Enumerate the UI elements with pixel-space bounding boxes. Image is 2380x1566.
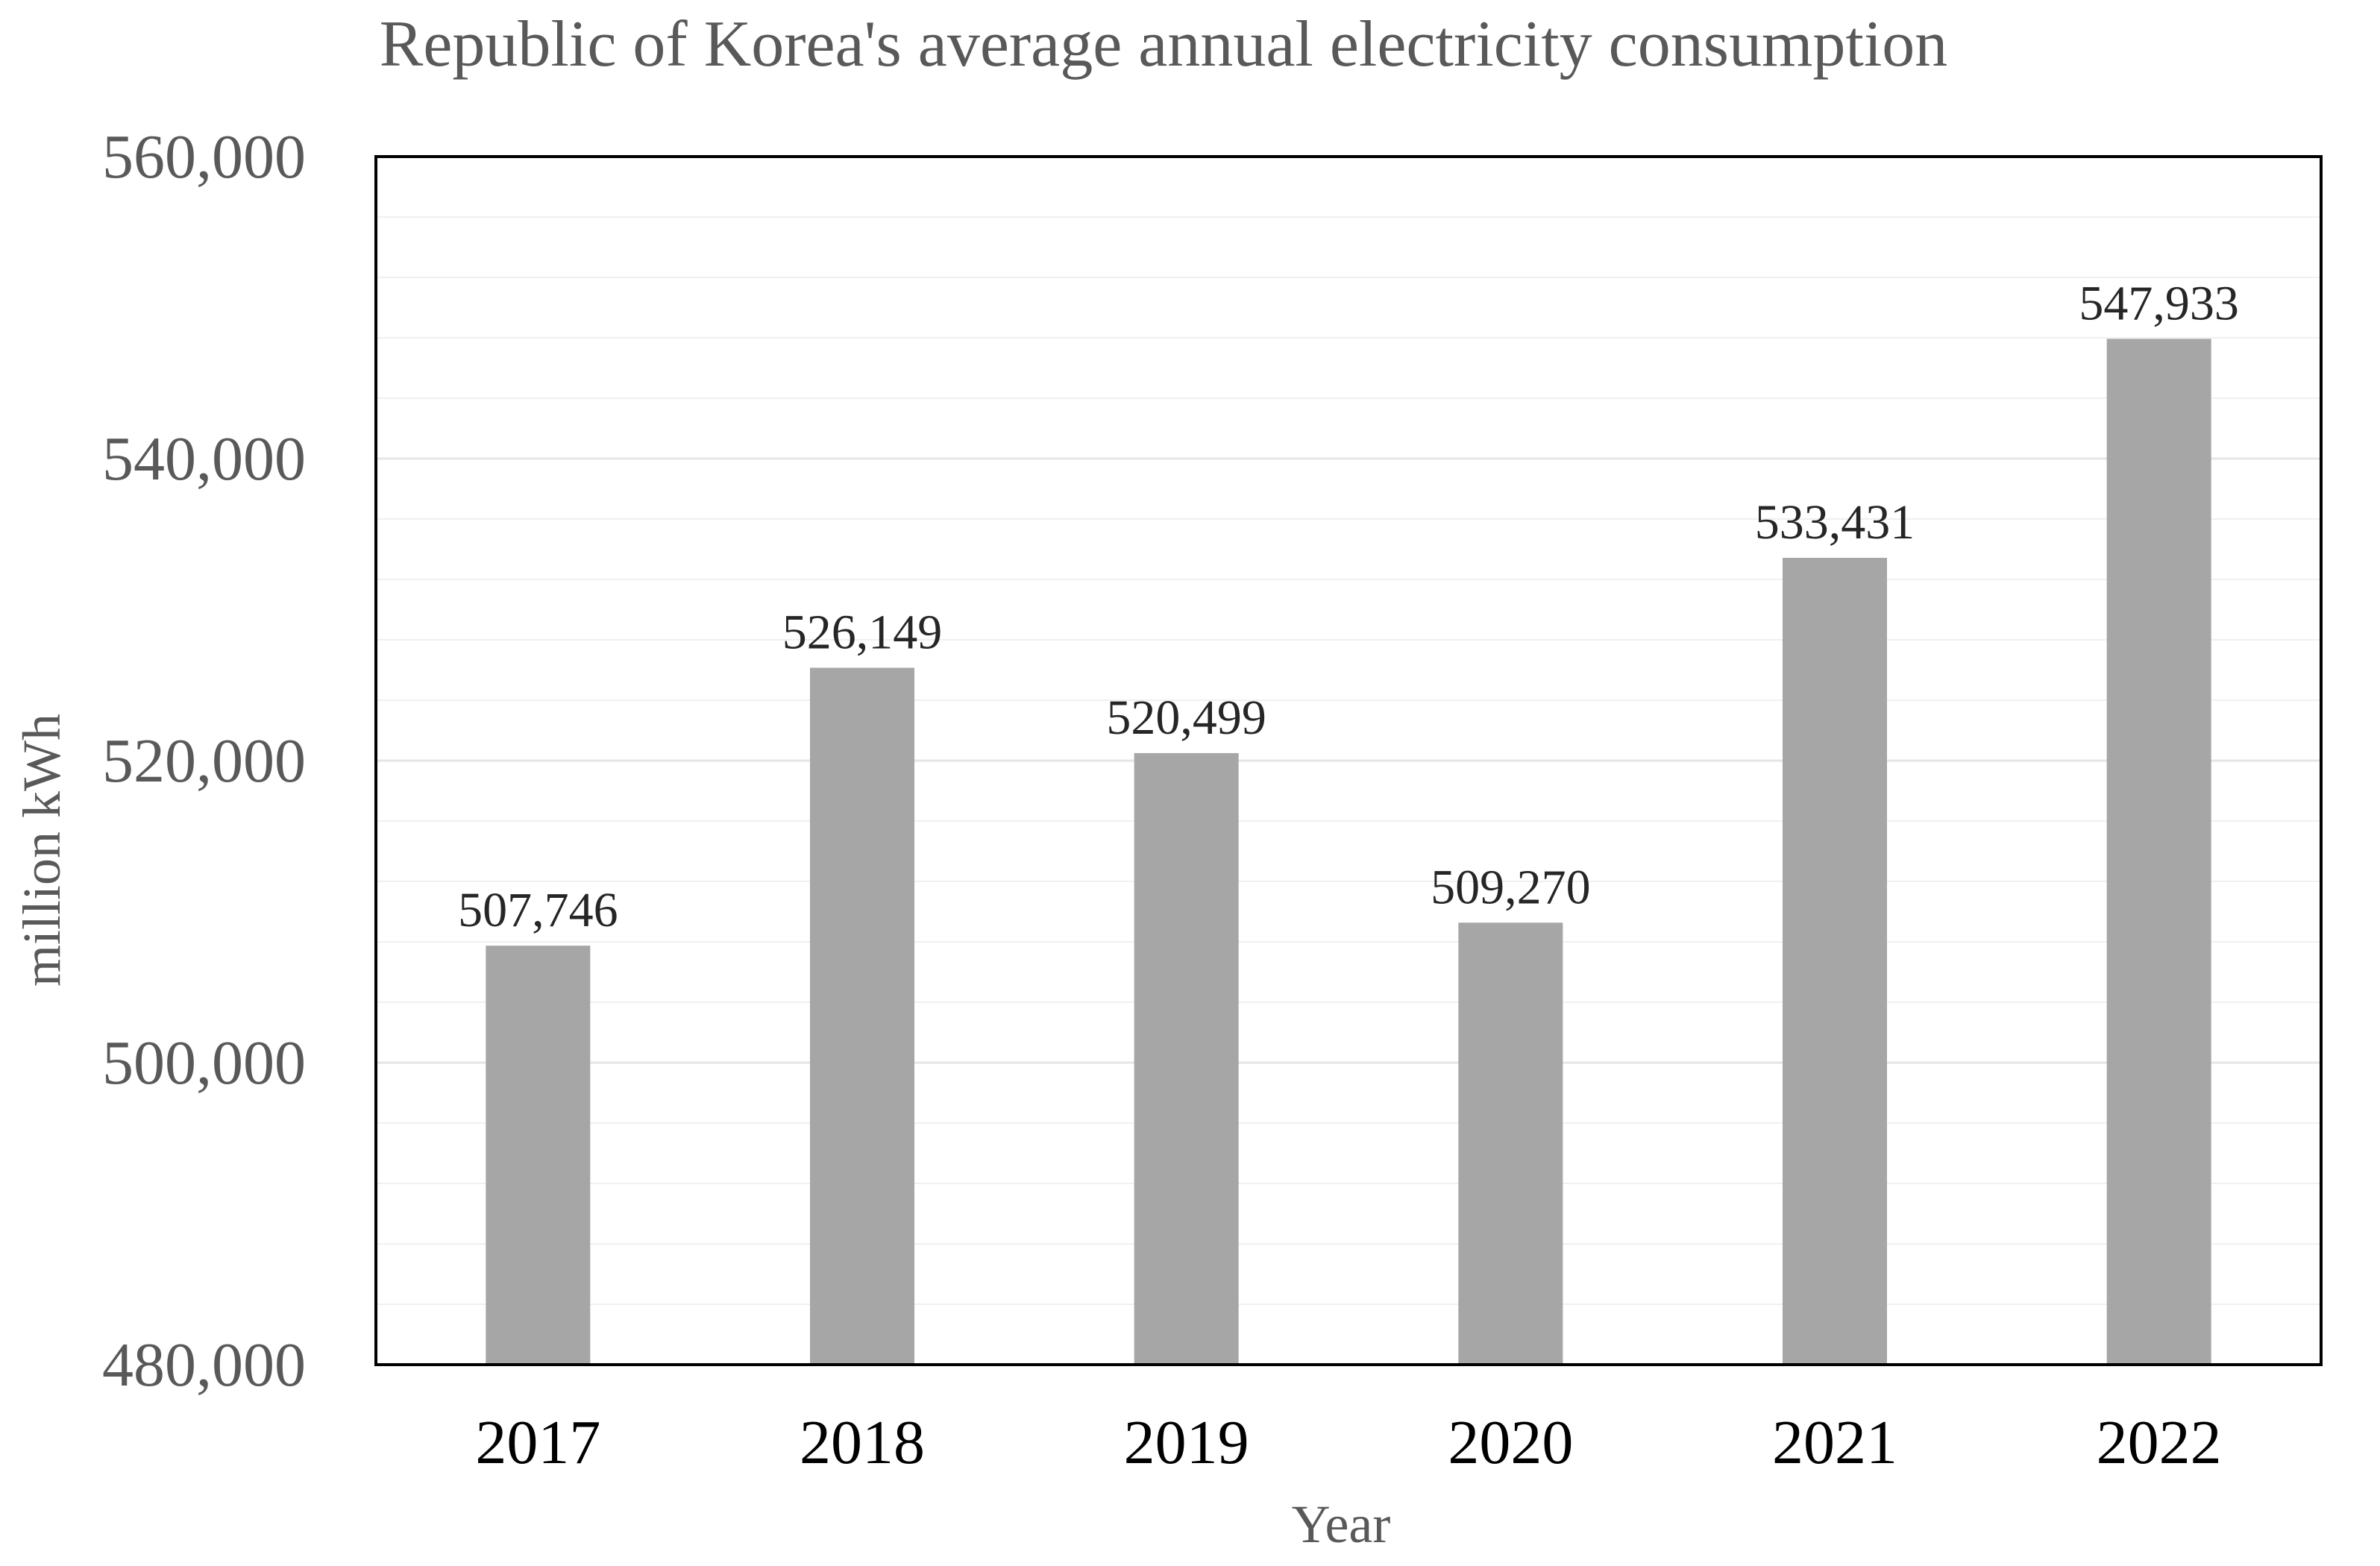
data-label-2022: 547,933 xyxy=(2079,276,2239,330)
x-axis-ticks: 2017 2018 2019 2020 2021 2022 xyxy=(475,1408,2221,1477)
y-axis-ticks: 480,000 500,000 520,000 540,000 560,000 xyxy=(102,122,306,1400)
y-tick-label: 520,000 xyxy=(102,726,306,796)
plot-area-frame xyxy=(374,155,2323,1366)
bar-2017 xyxy=(486,946,591,1365)
data-label-2020: 509,270 xyxy=(1431,860,1591,914)
x-axis-label: Year xyxy=(1292,1494,1391,1554)
x-tick-label: 2017 xyxy=(475,1408,600,1477)
data-labels: 507,746 526,149 520,499 509,270 533,431 547,9… xyxy=(458,276,2239,937)
bar-2018 xyxy=(810,667,914,1365)
x-tick-label: 2020 xyxy=(1448,1408,1573,1477)
bar-2020 xyxy=(1458,922,1563,1365)
y-tick-label: 500,000 xyxy=(102,1028,306,1098)
x-tick-label: 2022 xyxy=(2097,1408,2222,1477)
data-label-2021: 533,431 xyxy=(1755,495,1915,550)
x-tick-label: 2018 xyxy=(800,1408,925,1477)
bar-2021 xyxy=(1783,558,1887,1365)
y-tick-label: 560,000 xyxy=(102,122,306,192)
x-tick-label: 2019 xyxy=(1124,1408,1249,1477)
y-tick-label: 540,000 xyxy=(102,424,306,494)
chart-title: Republic of Korea's average annual elect… xyxy=(380,8,1948,81)
data-label-2018: 526,149 xyxy=(782,605,943,659)
y-tick-label: 480,000 xyxy=(102,1330,306,1400)
data-label-2019: 520,499 xyxy=(1106,691,1266,745)
bar-2022 xyxy=(2106,339,2211,1365)
x-tick-label: 2021 xyxy=(1772,1408,1897,1477)
bar-2019 xyxy=(1134,752,1239,1365)
y-axis-label: million kWh xyxy=(12,714,72,987)
gridlines xyxy=(376,216,2321,1305)
bars xyxy=(486,339,2211,1365)
data-label-2017: 507,746 xyxy=(458,883,618,937)
